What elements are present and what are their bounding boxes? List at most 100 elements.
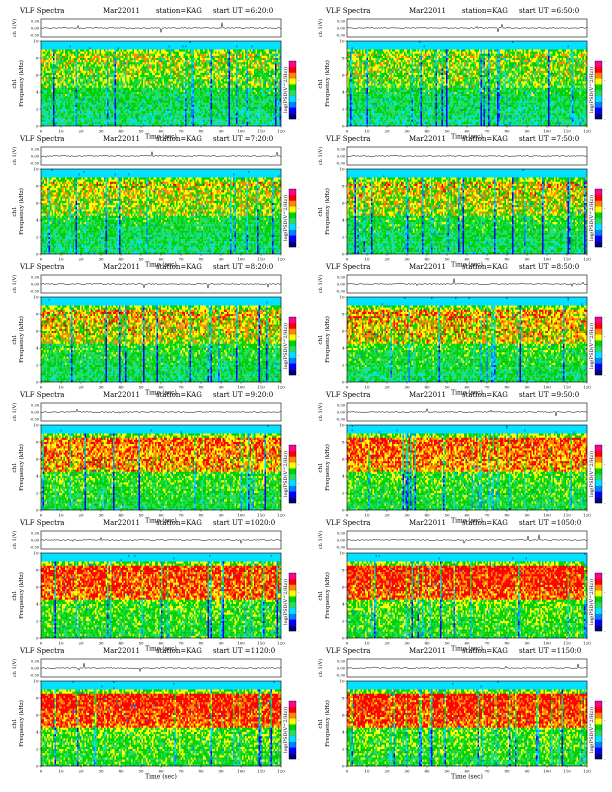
ch1-tick-label: 0.00 <box>337 411 346 415</box>
freq-tick-label: 4 <box>342 218 345 223</box>
freq-tick-label: 10 <box>33 39 39 44</box>
time-tick-label: 20 <box>384 385 390 390</box>
time-tick-label: 90 <box>218 129 224 134</box>
time-tick-label: 110 <box>563 129 571 134</box>
colorbar-tick-label: - <box>298 59 300 64</box>
freq-tick-label: 2 <box>342 619 345 624</box>
time-tick-label: 90 <box>524 129 530 134</box>
freq-tick-label: 2 <box>36 363 39 368</box>
freq-tick-label: 4 <box>36 602 39 607</box>
ch1-tick-label: 0.30 <box>31 532 40 536</box>
time-tick-label: 30 <box>98 641 104 646</box>
ch1-tick-label: -0.30 <box>336 418 346 422</box>
spectrogram-panel: VLF Spectra Mar22011 station=KAG start UT =… <box>312 646 612 778</box>
colorbar-label: log(PSD(V^2/Hz)) <box>282 707 289 753</box>
freq-axis-label: ch1 <box>318 462 324 472</box>
time-tick-label: 90 <box>218 385 224 390</box>
ch1-axis-label: ch 1(V) <box>11 659 18 677</box>
time-tick-label: 80 <box>504 513 510 518</box>
colorbar <box>289 573 296 631</box>
colorbar-tick-label: - <box>604 443 606 448</box>
time-tick-label: 70 <box>178 257 184 262</box>
ch1-strip-frame <box>347 19 587 37</box>
time-tick-label: 40 <box>118 129 124 134</box>
spectrogram-heatmap <box>347 169 587 254</box>
colorbar-tick-label: - <box>298 334 300 339</box>
ch1-axis-label: ch 1(V) <box>11 19 18 37</box>
time-tick-label: 70 <box>484 641 490 646</box>
spectrogram-panel: VLF Spectra Mar22011 station=KAG start UT =… <box>6 6 306 138</box>
time-tick-label: 90 <box>524 513 530 518</box>
time-tick-label: 30 <box>404 385 410 390</box>
time-tick-label: 90 <box>524 641 530 646</box>
colorbar <box>595 701 602 759</box>
freq-tick-label: 2 <box>36 107 39 112</box>
colorbar-tick-label: - <box>298 481 300 486</box>
colorbar-tick-label: - <box>298 609 300 614</box>
ch1-tick-label: -0.30 <box>30 34 40 38</box>
freq-tick-label: 6 <box>36 713 39 718</box>
time-tick-label: 20 <box>78 769 84 774</box>
colorbar-label: log(PSD(V^2/Hz)) <box>588 323 595 369</box>
ch1-tick-label: -0.30 <box>336 34 346 38</box>
colorbar-tick-label: - <box>298 315 300 320</box>
colorbar-tick-label: - <box>298 187 300 192</box>
ch1-tick-label: -0.30 <box>30 290 40 294</box>
spectrogram-heatmap <box>347 681 587 766</box>
freq-axis-label: ch1 <box>318 590 324 600</box>
freq-tick-label: 6 <box>36 329 39 334</box>
time-tick-label: 100 <box>237 129 245 134</box>
colorbar-tick-label: - <box>604 117 606 122</box>
time-tick-label: 40 <box>118 513 124 518</box>
freq-tick-label: 0 <box>342 508 345 513</box>
spectrogram-panel: VLF Spectra Mar22011 station=KAG start UT =… <box>312 390 612 522</box>
colorbar-label: log(PSD(V^2/Hz)) <box>588 67 595 113</box>
ch1-axis-label: ch 1(V) <box>11 147 18 165</box>
time-tick-label: 50 <box>444 769 450 774</box>
ch1-tick-label: 0.30 <box>31 276 40 280</box>
time-tick-label: 40 <box>118 769 124 774</box>
time-tick-label: 120 <box>277 641 285 646</box>
time-tick-label: 100 <box>237 513 245 518</box>
time-tick-label: 50 <box>444 385 450 390</box>
time-tick-label: 110 <box>563 769 571 774</box>
freq-tick-label: 2 <box>342 235 345 240</box>
time-tick-label: 0 <box>346 641 349 646</box>
time-tick-label: 80 <box>198 257 204 262</box>
ch1-tick-label: -0.30 <box>336 162 346 166</box>
colorbar-tick-label: - <box>604 353 606 358</box>
colorbar-tick-label: - <box>298 245 300 250</box>
spectrogram-panel: VLF Spectra Mar22011 station=KAG start UT =… <box>312 134 612 266</box>
ch1-tick-label: 0.30 <box>31 660 40 664</box>
colorbar <box>289 445 296 503</box>
colorbar-tick-label: - <box>298 225 300 230</box>
time-tick-label: 50 <box>444 257 450 262</box>
colorbar <box>289 701 296 759</box>
freq-tick-label: 8 <box>36 312 39 317</box>
time-tick-label: 10 <box>58 641 64 646</box>
spectrogram-heatmap <box>41 681 281 766</box>
freq-tick-label: 4 <box>342 730 345 735</box>
freq-tick-label: 2 <box>342 747 345 752</box>
time-tick-label: 10 <box>364 257 370 262</box>
ch1-tick-label: 0.30 <box>31 404 40 408</box>
colorbar-label: log(PSD(V^2/Hz)) <box>588 707 595 753</box>
colorbar-tick-label: - <box>604 629 606 634</box>
time-tick-label: 90 <box>524 257 530 262</box>
time-tick-label: 70 <box>484 385 490 390</box>
time-tick-label: 70 <box>178 641 184 646</box>
spectrogram-heatmap <box>41 425 281 510</box>
colorbar-tick-label: - <box>604 757 606 762</box>
time-tick-label: 20 <box>384 513 390 518</box>
time-tick-label: 120 <box>583 385 591 390</box>
freq-tick-label: 0 <box>342 252 345 257</box>
ch1-tick-label: 0.00 <box>31 283 40 287</box>
time-tick-label: 120 <box>277 385 285 390</box>
time-tick-label: 40 <box>118 641 124 646</box>
freq-axis-label: Frequency (kHz) <box>324 444 331 491</box>
ch1-tick-label: -0.30 <box>30 674 40 678</box>
colorbar-label: log(PSD(V^2/Hz)) <box>282 451 289 497</box>
colorbar-tick-label: - <box>604 225 606 230</box>
